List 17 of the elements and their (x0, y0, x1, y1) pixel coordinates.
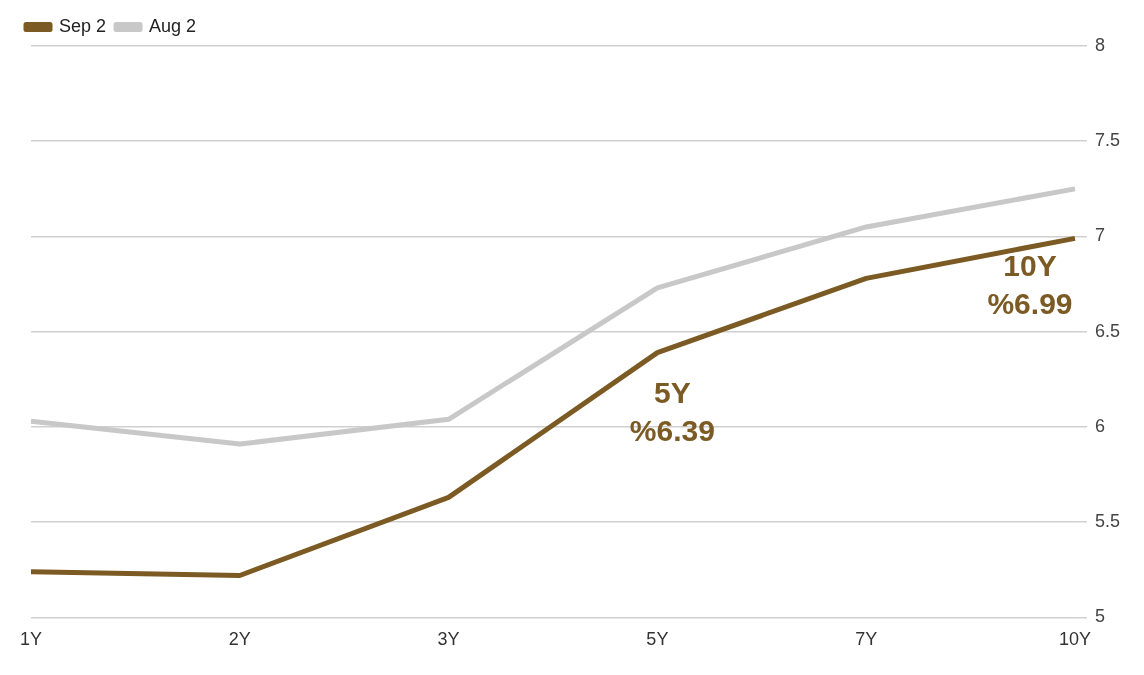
legend-label: Sep 2 (59, 15, 107, 36)
x-tick-label: 10Y (1058, 629, 1091, 650)
y-tick-label: 7 (1094, 225, 1105, 246)
x-tick-label: 2Y (228, 629, 251, 650)
x-tick-label: 7Y (855, 629, 878, 650)
x-tick-label: 3Y (437, 629, 460, 650)
x-tick-label: 5Y (646, 629, 669, 650)
annotation: 10Y %6.99 (987, 249, 1073, 321)
y-tick-label: 6.5 (1094, 320, 1121, 341)
y-tick-label: 5.5 (1094, 511, 1121, 532)
y-tick-label: 8 (1094, 34, 1105, 55)
x-tick-label: 1Y (19, 629, 43, 650)
annotation: 5Y %6.39 (629, 375, 715, 447)
y-tick-label: 5 (1094, 606, 1105, 627)
y-tick-label: 7.5 (1094, 130, 1121, 151)
legend-label: Aug 2 (149, 15, 197, 36)
y-tick-label: 6 (1094, 415, 1105, 436)
